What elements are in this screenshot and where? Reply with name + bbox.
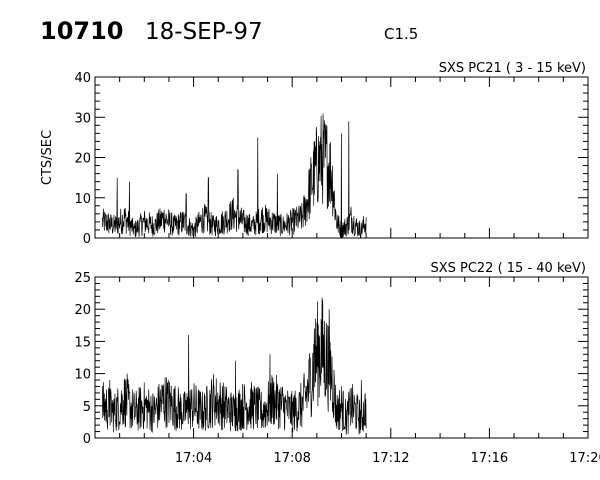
y-tick-label: 0 — [83, 232, 91, 247]
x-tick-label: 17:20 — [569, 451, 600, 466]
y-tick-label: 15 — [74, 335, 91, 350]
y-tick-label: 30 — [74, 111, 91, 126]
x-tick-label: 17:08 — [273, 451, 310, 466]
x-tick-label: 17:04 — [175, 451, 212, 466]
event-date: 18-SEP-97 — [145, 19, 263, 45]
y-tick-label: 5 — [83, 400, 91, 415]
y-tick-label: 10 — [74, 368, 91, 383]
top-panel: 0 10 20 30 40 SXS PC21 ( 3 - 15 keV) CTS/SEC — [40, 61, 589, 247]
x-tick-label: 17:12 — [372, 451, 409, 466]
series-line — [102, 113, 367, 239]
y-tick-label: 40 — [74, 71, 91, 86]
y-tick-label: 20 — [74, 152, 91, 167]
panel-title: SXS PC22 ( 15 - 40 keV) — [430, 261, 586, 276]
y-tick-label: 10 — [74, 192, 91, 207]
bottom-panel: 0 5 10 15 20 25 17:04 17:08 17:12 17:16 17:20 SXS P… — [74, 261, 600, 466]
panel-title: SXS PC21 ( 3 - 15 keV) — [439, 61, 586, 76]
series-line — [102, 297, 367, 435]
y-tick-label: 25 — [74, 271, 91, 286]
x-tick-label: 17:16 — [471, 451, 508, 466]
y-tick-label: 20 — [74, 303, 91, 318]
y-tick-label: 0 — [83, 432, 91, 447]
goes-class: C1.5 — [384, 25, 418, 43]
event-id: 10710 — [40, 17, 124, 45]
y-axis-label: CTS/SEC — [40, 130, 55, 185]
